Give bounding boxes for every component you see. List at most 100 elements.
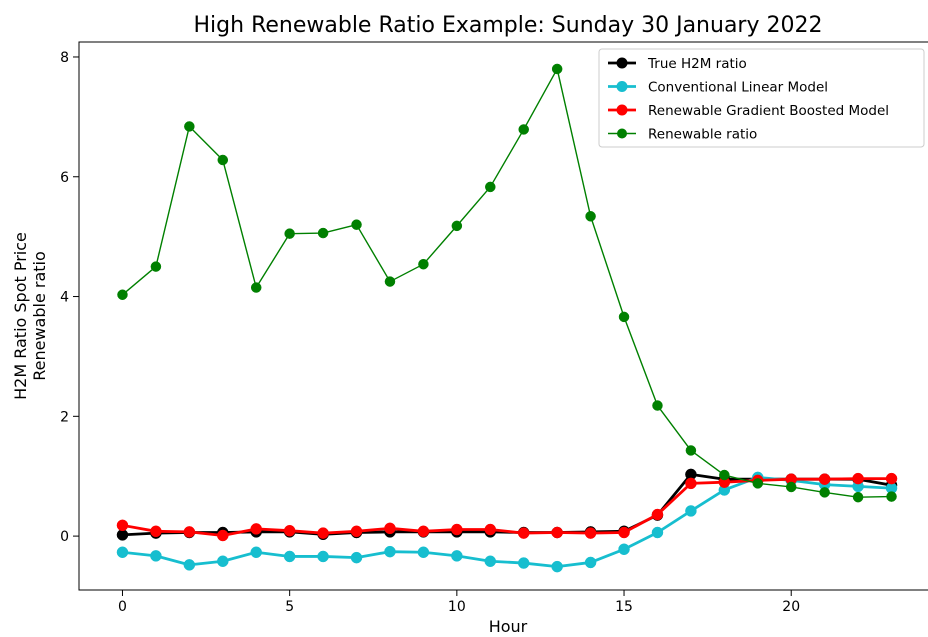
y-tick-label: 0 xyxy=(60,529,69,545)
data-point-renewable-ratio xyxy=(886,491,897,502)
data-point-renewable-gradient-boosted-model xyxy=(818,473,831,485)
x-tick-label: 0 xyxy=(118,599,127,615)
data-point-renewable-ratio xyxy=(184,121,195,132)
data-point-conventional-linear-model xyxy=(283,550,296,563)
x-tick-label: 5 xyxy=(285,599,294,615)
legend-marker xyxy=(616,104,628,116)
legend-item-conventional-linear-model: Conventional Linear Model xyxy=(608,80,828,96)
y-axis-label-line-2: Renewable ratio xyxy=(30,251,49,381)
data-point-conventional-linear-model xyxy=(484,555,497,568)
legend-label: Renewable Gradient Boosted Model xyxy=(648,103,889,119)
legend-label: True H2M ratio xyxy=(647,56,747,72)
data-point-renewable-ratio xyxy=(284,228,295,239)
data-point-renewable-ratio xyxy=(418,258,429,270)
data-point-renewable-ratio xyxy=(150,261,162,272)
data-point-renewable-ratio xyxy=(785,481,797,493)
data-point-conventional-linear-model xyxy=(584,556,597,569)
series-conventional-linear-model xyxy=(116,471,898,573)
x-tick-label: 15 xyxy=(615,599,633,615)
data-point-renewable-gradient-boosted-model xyxy=(618,526,630,539)
data-point-renewable-gradient-boosted-model xyxy=(885,472,898,485)
data-point-renewable-ratio xyxy=(652,400,663,411)
data-point-conventional-linear-model xyxy=(651,526,664,539)
data-point-renewable-ratio xyxy=(752,478,764,489)
data-point-renewable-gradient-boosted-model xyxy=(451,523,463,536)
data-point-renewable-gradient-boosted-model xyxy=(685,477,697,490)
data-point-renewable-gradient-boosted-model xyxy=(384,522,396,535)
data-point-renewable-gradient-boosted-model xyxy=(217,529,229,542)
data-point-renewable-ratio xyxy=(317,227,329,239)
data-point-conventional-linear-model xyxy=(350,551,363,564)
y-axis-label: H2M Ratio Spot Price Renewable ratio xyxy=(11,232,49,400)
y-axis-label-line-1: H2M Ratio Spot Price xyxy=(11,232,30,400)
data-point-renewable-gradient-boosted-model xyxy=(651,508,664,521)
data-point-conventional-linear-model xyxy=(685,505,697,517)
series-line-true-h2m-ratio xyxy=(122,473,892,537)
data-point-renewable-ratio xyxy=(117,289,128,300)
data-point-renewable-gradient-boosted-model xyxy=(584,527,597,539)
data-point-renewable-gradient-boosted-model xyxy=(484,523,497,536)
x-axis-label: Hour xyxy=(489,617,528,636)
plot-area: 0 5 10 15 20 0 2 4 6 8 xyxy=(60,41,928,615)
legend-item-true-h2m-ratio: True H2M ratio xyxy=(608,56,747,72)
data-point-renewable-gradient-boosted-model xyxy=(283,524,296,537)
data-point-conventional-linear-model xyxy=(517,557,530,569)
data-point-conventional-linear-model xyxy=(384,545,396,558)
data-point-conventional-linear-model xyxy=(150,550,162,562)
data-point-conventional-linear-model xyxy=(618,543,630,556)
data-point-renewable-ratio xyxy=(551,63,563,75)
legend-marker xyxy=(616,81,628,92)
data-point-renewable-ratio xyxy=(819,487,830,498)
data-point-renewable-ratio xyxy=(719,469,730,481)
axes-frame xyxy=(78,41,928,591)
x-tick-label: 10 xyxy=(448,599,466,615)
legend-box xyxy=(598,48,925,148)
data-point-renewable-gradient-boosted-model xyxy=(417,525,430,538)
y-tick-label: 6 xyxy=(60,170,69,186)
data-point-conventional-linear-model xyxy=(250,546,262,559)
y-tick-label: 4 xyxy=(60,290,69,306)
data-point-renewable-gradient-boosted-model xyxy=(852,472,864,485)
data-point-conventional-linear-model xyxy=(116,546,129,559)
series-line-renewable-gradient-boosted-model xyxy=(122,477,892,537)
data-point-renewable-ratio xyxy=(685,445,697,456)
data-point-conventional-linear-model xyxy=(451,550,463,562)
series-renewable-ratio xyxy=(117,63,897,503)
data-point-renewable-ratio xyxy=(351,219,362,230)
data-point-renewable-ratio xyxy=(485,181,496,193)
data-point-conventional-linear-model xyxy=(551,560,563,573)
y-tick-label: 8 xyxy=(60,50,69,66)
data-point-renewable-ratio xyxy=(451,220,463,232)
y-tick-label: 2 xyxy=(60,409,69,425)
data-point-conventional-linear-model xyxy=(183,559,196,571)
data-point-renewable-ratio xyxy=(852,491,864,503)
series-line-renewable-ratio xyxy=(122,68,892,498)
data-point-renewable-gradient-boosted-model xyxy=(350,525,363,538)
series-renewable-gradient-boosted-model xyxy=(116,472,898,542)
legend: True H2M ratio Conventional Linear Model R… xyxy=(598,48,925,148)
legend-marker xyxy=(617,128,627,139)
legend-item-renewable-gradient-boosted-model: Renewable Gradient Boosted Model xyxy=(608,103,889,119)
data-point-renewable-ratio xyxy=(585,211,596,222)
chart-title: High Renewable Ratio Example: Sunday 30 … xyxy=(194,13,823,38)
data-point-conventional-linear-model xyxy=(417,546,430,559)
legend-item-renewable-ratio: Renewable ratio xyxy=(608,127,757,143)
x-tick-label: 20 xyxy=(782,599,800,615)
data-point-renewable-ratio xyxy=(250,282,262,293)
data-point-renewable-gradient-boosted-model xyxy=(551,526,563,539)
data-point-conventional-linear-model xyxy=(217,555,229,568)
data-point-renewable-gradient-boosted-model xyxy=(317,527,329,539)
data-point-renewable-ratio xyxy=(618,311,630,323)
data-point-renewable-gradient-boosted-model xyxy=(116,519,129,532)
data-point-renewable-gradient-boosted-model xyxy=(183,526,196,538)
legend-label: Renewable ratio xyxy=(648,127,757,143)
data-point-renewable-ratio xyxy=(384,276,396,287)
data-point-conventional-linear-model xyxy=(317,550,329,563)
data-point-renewable-gradient-boosted-model xyxy=(150,525,162,538)
series-line-conventional-linear-model xyxy=(122,476,892,569)
legend-label: Conventional Linear Model xyxy=(648,80,828,96)
legend-marker xyxy=(616,57,628,69)
data-point-renewable-gradient-boosted-model xyxy=(250,523,262,535)
data-point-renewable-gradient-boosted-model xyxy=(517,527,530,539)
